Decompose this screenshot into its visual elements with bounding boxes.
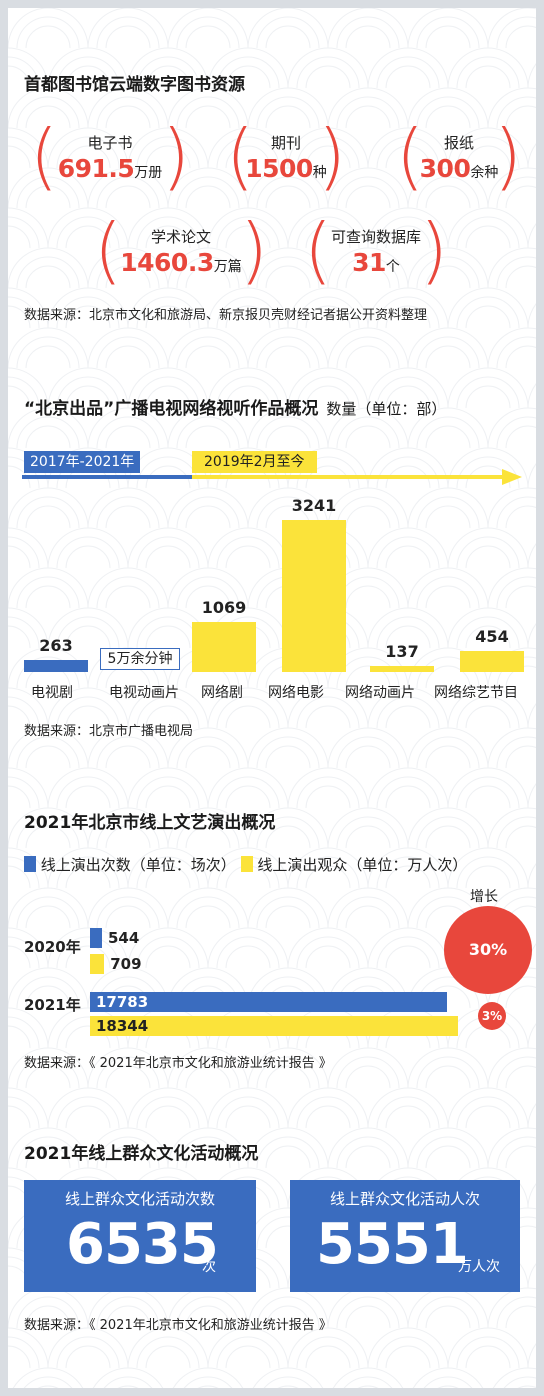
- section4-title: 2021年线上群众文化活动概况: [24, 1144, 259, 1164]
- stat-value: 31: [352, 248, 386, 277]
- left-bracket-icon: (: [226, 114, 255, 198]
- bar: [192, 621, 256, 672]
- timeline-yellow-line: [192, 475, 512, 479]
- activity-people-label: 线上群众文化活动人次: [329, 1190, 480, 1208]
- hbar: [90, 928, 102, 948]
- bar-value-label: 3241: [291, 496, 337, 515]
- section3-source: 数据来源：《 2021年北京市文化和旅游业统计报告 》: [24, 1056, 332, 1071]
- stat-label: 电子书: [87, 134, 133, 152]
- year-label: 2021年: [24, 996, 81, 1014]
- category-label: 网络综艺节目: [434, 685, 518, 701]
- bar-value-label: 263: [39, 635, 73, 655]
- legend-swatch-yellow: [240, 856, 253, 872]
- stat-newspaper: ( ) 报纸 300余种: [396, 118, 522, 200]
- stat-papers: ( ) 学术论文 1460.3万篇: [94, 212, 268, 294]
- activity-count-box: 线上群众文化活动次数 6535 次: [24, 1180, 256, 1292]
- bar: [24, 659, 88, 672]
- activity-count-value: 6535: [66, 1212, 219, 1277]
- category-label: 电视动画片: [109, 685, 179, 701]
- activity-people-value: 5551: [316, 1212, 469, 1277]
- activity-people-unit: 万人次: [458, 1259, 500, 1275]
- legend: 线上演出次数（单位：场次） 线上演出观众（单位：万人次）: [24, 854, 467, 875]
- stat-unit: 个: [385, 259, 400, 275]
- timeline-arrow-icon: [502, 469, 522, 485]
- bar-value-label: 5万余分钟: [100, 648, 180, 670]
- bar: [370, 665, 434, 672]
- growth-badge-30: 30%: [444, 906, 532, 994]
- hbar-value-label: 544: [108, 929, 140, 947]
- section3-title: 2021年北京市线上文艺演出概况: [24, 813, 276, 833]
- year-label: 2020年: [24, 938, 81, 956]
- stat-value: 1460.3: [120, 248, 214, 277]
- bar-value-label: 454: [475, 626, 509, 646]
- timeline-period-2019: 2019年2月至今: [192, 451, 317, 473]
- category-label: 网络剧: [201, 685, 243, 701]
- right-bracket-icon: ): [317, 114, 346, 198]
- hbar: [90, 992, 447, 1012]
- stat-unit: 万篇: [213, 259, 242, 275]
- stat-label: 期刊: [270, 134, 301, 152]
- hbar-value-label: 18344: [96, 1017, 149, 1035]
- right-bracket-icon: ): [419, 208, 448, 292]
- timeline-period-2017: 2017年-2021年: [24, 451, 141, 473]
- activity-count-label: 线上群众文化活动次数: [64, 1190, 215, 1208]
- category-label: 网络动画片: [345, 685, 415, 701]
- left-bracket-icon: (: [304, 208, 333, 292]
- stat-unit: 万册: [134, 165, 163, 181]
- stat-value: 1500: [245, 154, 313, 183]
- category-label: 网络电影: [268, 685, 324, 701]
- unit-note: 数量（单位：部）: [326, 400, 447, 418]
- performance-bar-chart: 2020年 544 709 2021年 17783 18344: [8, 918, 458, 1038]
- activity-people-box: 线上群众文化活动人次 5551 万人次: [290, 1180, 520, 1292]
- section2-title: “北京出品”广播电视网络视听作品概况 数量（单位：部）: [24, 399, 447, 419]
- stat-label: 可查询数据库: [330, 228, 421, 246]
- stat-unit: 种: [312, 165, 327, 181]
- section1-source: 数据来源：北京市文化和旅游局、新京报贝壳财经记者据公开资料整理: [24, 308, 428, 323]
- section1-title: 首都图书馆云端数字图书资源: [24, 75, 245, 95]
- stat-ebook: ( ) 电子书 691.5万册: [30, 118, 190, 200]
- section4-source: 数据来源：《 2021年北京市文化和旅游业统计报告 》: [24, 1318, 332, 1333]
- bar-value-label: 1069: [201, 597, 247, 617]
- legend-label-audience: 线上演出观众（单位：万人次）: [257, 856, 468, 874]
- bar: [282, 520, 346, 672]
- hbar-value-label: 17783: [96, 993, 149, 1011]
- hbar: [90, 1016, 458, 1036]
- left-bracket-icon: (: [396, 114, 425, 198]
- section2-source: 数据来源：北京市广播电视局: [24, 724, 194, 739]
- background-wave-pattern: [8, 8, 536, 1388]
- stat-journal: ( ) 期刊 1500种: [226, 118, 346, 200]
- bar-value-label: 137: [385, 641, 419, 661]
- stat-databases: ( ) 可查询数据库 31个: [304, 212, 448, 294]
- growth-badge-3: 3%: [478, 1002, 506, 1030]
- bar: [460, 650, 524, 672]
- timeline-blue-line: [22, 475, 192, 479]
- right-bracket-icon: ): [161, 114, 190, 198]
- stat-value: 691.5: [57, 154, 135, 183]
- hbar: [90, 954, 105, 974]
- growth-label: 增长: [470, 889, 498, 905]
- legend-label-shows: 线上演出次数（单位：场次）: [40, 856, 236, 874]
- stat-value: 300: [419, 154, 471, 183]
- right-bracket-icon: ): [493, 114, 522, 198]
- left-bracket-icon: (: [30, 114, 59, 198]
- left-bracket-icon: (: [94, 208, 123, 292]
- works-bar-chart: 电视剧 263 电视动画片 5万余分钟网络剧 1069 网络电影 3241 网络动画片 137 网…: [8, 488, 536, 708]
- hbar-value-label: 709: [110, 955, 142, 973]
- category-label: 电视剧: [31, 685, 73, 701]
- stat-label: 报纸: [443, 134, 474, 152]
- stat-unit: 余种: [470, 165, 499, 181]
- activity-count-unit: 次: [202, 1259, 216, 1275]
- right-bracket-icon: ): [239, 208, 268, 292]
- legend-swatch-blue: [24, 856, 36, 872]
- stat-label: 学术论文: [150, 228, 211, 246]
